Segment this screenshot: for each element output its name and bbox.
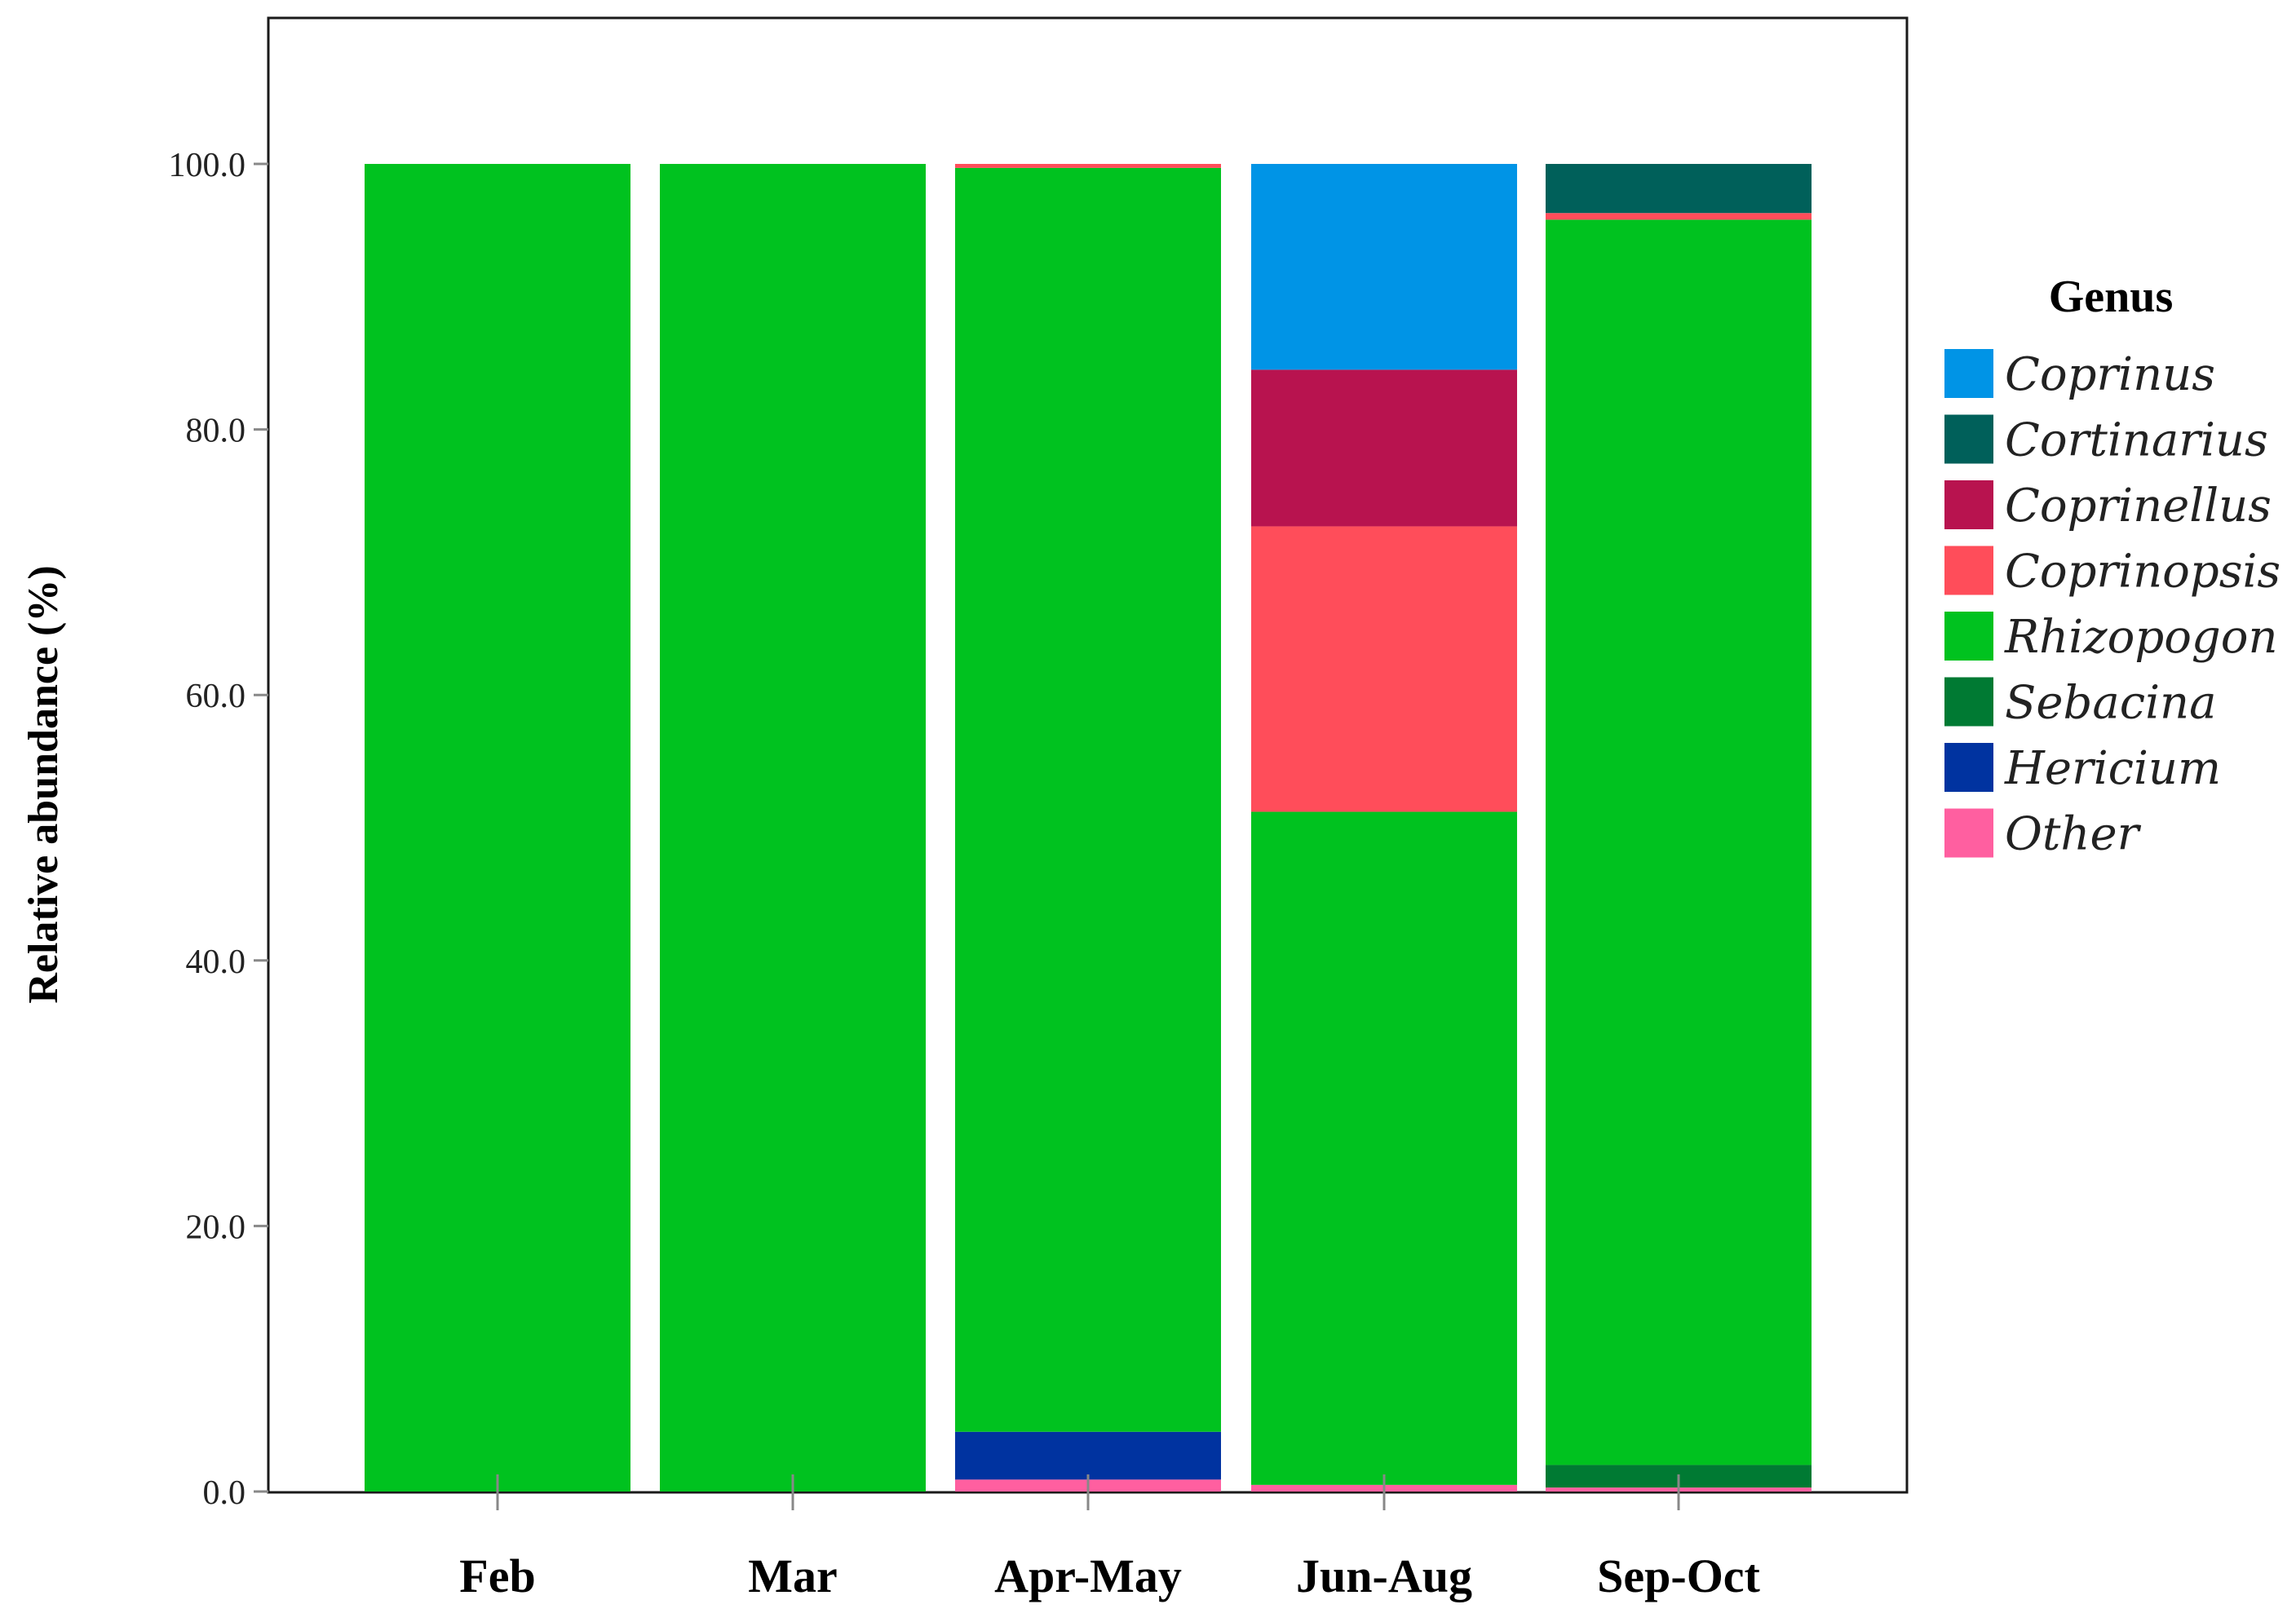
bar-segment-jun-aug-coprinellus xyxy=(1251,369,1517,527)
legend-label-rhizopogon: Rhizopogon xyxy=(2004,611,2278,664)
bar-segment-mar-rhizopogon xyxy=(660,164,926,1492)
legend-swatch-coprinus xyxy=(1944,349,1993,398)
bar-segment-jun-aug-coprinus xyxy=(1251,164,1517,370)
x-tick-label-jun-aug: Jun-Aug xyxy=(1296,1549,1472,1602)
y-axis-title: Relative abundance (%) xyxy=(20,565,67,1003)
legend-swatch-rhizopogon xyxy=(1944,612,1993,661)
y-tick-label: 20.0 xyxy=(186,1209,246,1246)
y-tick-label: 80.0 xyxy=(186,413,246,450)
y-tick-label: 0.0 xyxy=(203,1474,246,1512)
y-tick-label: 60.0 xyxy=(186,678,246,715)
legend-swatch-other xyxy=(1944,808,1993,858)
legend-label-coprinellus: Coprinellus xyxy=(2005,480,2272,533)
x-tick-label-sep-oct: Sep-Oct xyxy=(1597,1549,1760,1602)
bar-segment-apr-may-hericium xyxy=(955,1431,1221,1480)
bar-segment-jun-aug-coprinopsis xyxy=(1251,526,1517,812)
bar-segment-sep-oct-cortinarius xyxy=(1546,164,1812,214)
bar-segment-jun-aug-rhizopogon xyxy=(1251,811,1517,1485)
x-axis-ticks: Feb Mar Apr-May Jun-Aug Sep-Oct xyxy=(459,1474,1761,1602)
legend: Genus Coprinus Cortinarius Coprinellus Copr… xyxy=(1944,272,2281,861)
y-tick-label: 100.0 xyxy=(169,147,246,184)
legend-swatch-coprinellus xyxy=(1944,480,1993,529)
legend-label-hericium: Hericium xyxy=(2004,742,2221,795)
bar-segment-apr-may-coprinopsis xyxy=(955,164,1221,168)
legend-label-cortinarius: Cortinarius xyxy=(2005,414,2268,467)
x-tick-label-apr-may: Apr-May xyxy=(994,1549,1182,1602)
x-tick-label-feb: Feb xyxy=(459,1549,535,1602)
legend-label-other: Other xyxy=(2005,808,2142,861)
legend-title: Genus xyxy=(2049,272,2174,322)
legend-swatch-sebacina xyxy=(1944,677,1993,727)
legend-label-sebacina: Sebacina xyxy=(2005,677,2216,730)
legend-label-coprinus: Coprinus xyxy=(2005,348,2215,401)
bars-group xyxy=(365,164,1812,1492)
legend-label-coprinopsis: Coprinopsis xyxy=(2005,546,2281,599)
x-tick-label-mar: Mar xyxy=(748,1549,838,1602)
legend-swatch-coprinopsis xyxy=(1944,546,1993,595)
bar-segment-sep-oct-rhizopogon xyxy=(1546,219,1812,1465)
y-axis-ticks: 0.0 20.0 40.0 60.0 80.0 100.0 xyxy=(169,147,268,1512)
y-tick-label: 40.0 xyxy=(186,944,246,981)
bar-segment-sep-oct-coprinopsis xyxy=(1546,213,1812,220)
legend-swatch-cortinarius xyxy=(1944,414,1993,464)
bar-segment-apr-may-rhizopogon xyxy=(955,167,1221,1432)
bar-segment-feb-rhizopogon xyxy=(365,164,630,1492)
legend-swatch-hericium xyxy=(1944,743,1993,792)
